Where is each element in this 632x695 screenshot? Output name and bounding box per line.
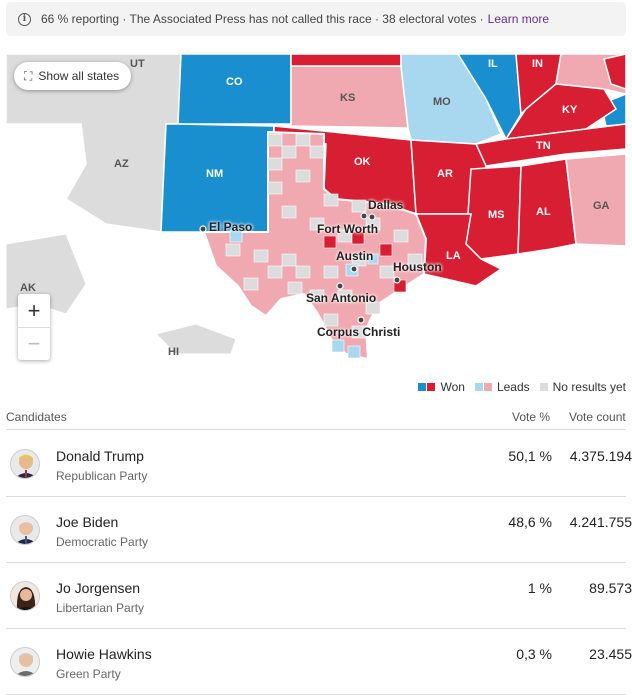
- info-icon: i: [18, 12, 31, 26]
- reporting-banner: i 66 % reporting · The Associated Press …: [6, 2, 626, 36]
- state-label: IL: [488, 58, 498, 70]
- state-label: LA: [446, 250, 461, 262]
- avatar: [10, 449, 40, 479]
- state-label: AL: [536, 206, 551, 218]
- state-label: AR: [437, 168, 453, 180]
- vote-percentage: 48,6 %: [508, 514, 552, 530]
- state-label: IN: [532, 58, 543, 70]
- show-all-states-button[interactable]: ⛶ Show all states: [14, 62, 132, 90]
- candidate-row[interactable]: Howie Hawkins Green Party 0,3 % 23.455: [6, 629, 632, 695]
- vote-pct-header: Vote %: [512, 410, 551, 424]
- legend-leads-label: Leads: [496, 380, 530, 394]
- results-map[interactable]: UT CO KS MO IL IN AZ NM OK AR TN KY MS A…: [6, 54, 626, 374]
- state-label: GA: [593, 200, 610, 212]
- state-label: MS: [488, 209, 505, 221]
- candidate-name: Howie Hawkins: [56, 646, 152, 662]
- city-label: Fort Worth: [317, 222, 379, 236]
- vote-percentage: 50,1 %: [508, 448, 552, 464]
- legend-won-label: Won: [440, 380, 465, 394]
- banner-text: 66 % reporting · The Associated Press ha…: [41, 12, 484, 26]
- legend-no-results: No results yet: [539, 380, 626, 394]
- expand-icon: ⛶: [24, 68, 33, 83]
- vote-percentage: 0,3 %: [516, 646, 552, 662]
- map-legend: Won Leads No results yet: [408, 380, 626, 394]
- results-table-header: Candidates Vote % Vote count: [6, 410, 626, 430]
- state-label: OK: [354, 156, 371, 168]
- avatar: [10, 515, 40, 545]
- city-label: Corpus Christi: [317, 325, 401, 339]
- candidate-party: Libertarian Party: [56, 601, 145, 615]
- legend-leads: Leads: [474, 380, 530, 394]
- city-label: El Paso: [209, 220, 253, 234]
- show-all-label: Show all states: [38, 69, 120, 83]
- candidate-party: Democratic Party: [56, 535, 149, 549]
- learn-more-link[interactable]: Learn more: [487, 12, 550, 26]
- vote-count: 4.241.755: [569, 514, 632, 530]
- avatar: [10, 647, 40, 677]
- state-label: KS: [340, 92, 356, 104]
- state-label: NM: [206, 168, 224, 180]
- candidate-name: Joe Biden: [56, 514, 119, 530]
- vote-percentage: 1 %: [527, 580, 552, 596]
- zoom-out-button[interactable]: −: [18, 327, 50, 360]
- state-label: AZ: [114, 158, 129, 170]
- state-label: TN: [536, 140, 551, 152]
- state-label: MO: [433, 96, 451, 108]
- legend-won: Won: [418, 380, 465, 394]
- city-label: Austin: [336, 249, 374, 263]
- zoom-control: + −: [18, 294, 50, 360]
- state-label: UT: [130, 58, 145, 70]
- vote-count: 4.375.194: [569, 448, 632, 464]
- state-label: KY: [562, 104, 578, 116]
- candidate-row[interactable]: Donald Trump Republican Party 50,1 % 4.3…: [6, 431, 632, 497]
- state-label: CO: [226, 76, 243, 88]
- candidates-header: Candidates: [6, 410, 67, 424]
- legend-no-results-label: No results yet: [552, 380, 626, 394]
- avatar: [10, 581, 40, 611]
- vote-count-header: Vote count: [569, 410, 626, 424]
- vote-count: 89.573: [589, 580, 632, 596]
- state-label: HI: [168, 346, 179, 358]
- vote-count: 23.455: [589, 646, 632, 662]
- candidate-party: Green Party: [56, 667, 121, 681]
- city-label: Dallas: [368, 198, 404, 212]
- zoom-in-button[interactable]: +: [27, 297, 41, 323]
- city-label: San Antonio: [306, 291, 377, 305]
- candidate-name: Donald Trump: [56, 448, 144, 464]
- state-label: AK: [20, 282, 36, 294]
- candidate-row[interactable]: Joe Biden Democratic Party 48,6 % 4.241.…: [6, 497, 632, 563]
- candidate-row[interactable]: Jo Jorgensen Libertarian Party 1 % 89.57…: [6, 563, 632, 629]
- map-canvas: [6, 54, 626, 374]
- city-label: Houston: [393, 260, 442, 274]
- candidate-party: Republican Party: [56, 469, 148, 483]
- candidate-name: Jo Jorgensen: [56, 580, 141, 596]
